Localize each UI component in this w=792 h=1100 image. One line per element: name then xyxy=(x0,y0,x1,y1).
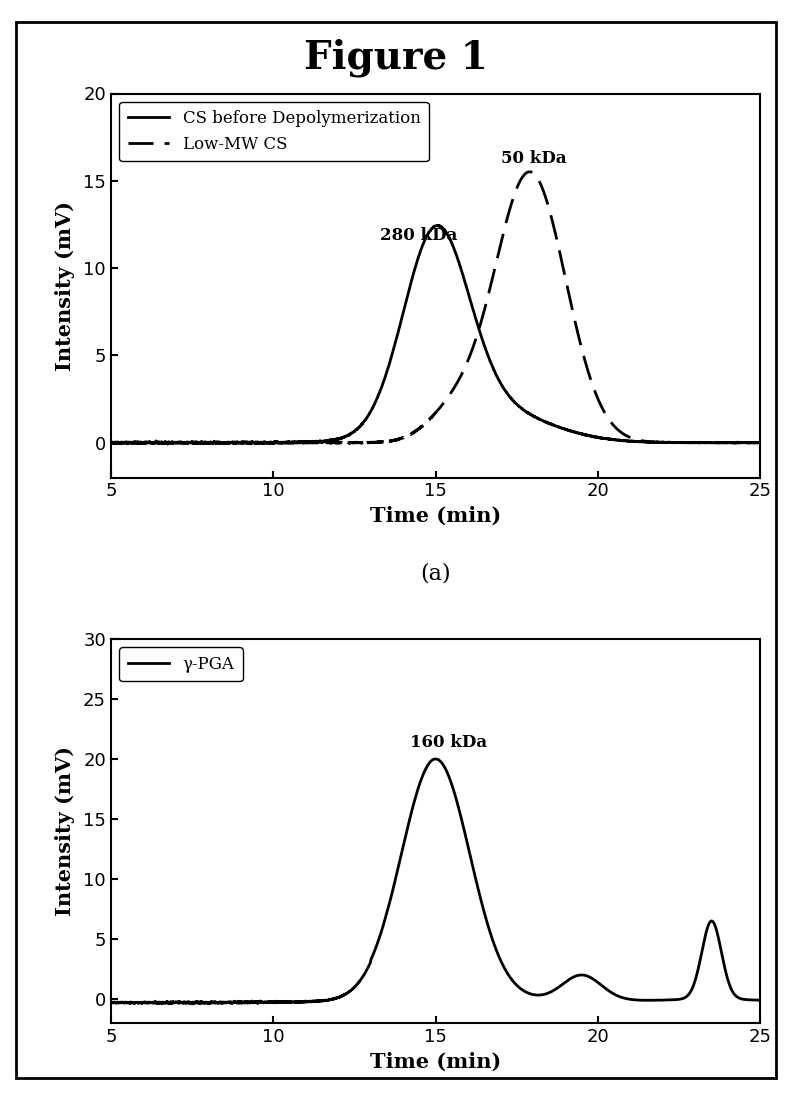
Low-MW CS xyxy=(345,437,355,450)
Text: 280 kDa: 280 kDa xyxy=(380,228,458,244)
γ-PGA xyxy=(383,901,393,914)
CS before Depolymerization xyxy=(433,219,443,232)
Y-axis label: Intensity (mV): Intensity (mV) xyxy=(55,200,74,371)
Y-axis label: Intensity (mV): Intensity (mV) xyxy=(55,746,74,916)
CS before Depolymerization xyxy=(356,420,365,433)
Text: 50 kDa: 50 kDa xyxy=(501,151,566,167)
X-axis label: Time (min): Time (min) xyxy=(370,506,501,526)
Low-MW CS xyxy=(756,436,765,449)
Low-MW CS xyxy=(106,436,116,449)
CS before Depolymerization xyxy=(743,436,752,449)
γ-PGA xyxy=(188,998,197,1011)
CS before Depolymerization xyxy=(163,438,173,451)
CS before Depolymerization xyxy=(219,436,228,449)
Text: (a): (a) xyxy=(421,562,451,584)
CS before Depolymerization xyxy=(383,361,393,374)
Low-MW CS xyxy=(356,436,365,449)
γ-PGA xyxy=(181,996,190,1009)
CS before Depolymerization xyxy=(756,436,765,449)
Low-MW CS xyxy=(181,437,190,450)
γ-PGA xyxy=(431,752,440,766)
γ-PGA xyxy=(673,993,683,1007)
Low-MW CS xyxy=(383,434,393,448)
Line: Low-MW CS: Low-MW CS xyxy=(111,172,760,443)
Low-MW CS xyxy=(219,437,228,450)
γ-PGA xyxy=(106,997,116,1010)
Text: Figure 1: Figure 1 xyxy=(304,39,488,77)
Legend: CS before Depolymerization, Low-MW CS: CS before Depolymerization, Low-MW CS xyxy=(120,102,428,161)
Low-MW CS xyxy=(673,436,683,449)
γ-PGA xyxy=(356,974,365,987)
γ-PGA xyxy=(219,997,228,1010)
γ-PGA xyxy=(743,993,752,1007)
Low-MW CS xyxy=(525,165,535,178)
X-axis label: Time (min): Time (min) xyxy=(370,1052,501,1071)
Line: CS before Depolymerization: CS before Depolymerization xyxy=(111,226,760,444)
Text: 160 kDa: 160 kDa xyxy=(409,734,487,751)
Line: γ-PGA: γ-PGA xyxy=(111,759,760,1004)
CS before Depolymerization xyxy=(106,436,116,449)
Low-MW CS xyxy=(743,436,752,449)
CS before Depolymerization xyxy=(181,437,190,450)
Legend: γ-PGA: γ-PGA xyxy=(120,647,243,681)
CS before Depolymerization xyxy=(673,436,683,449)
γ-PGA xyxy=(756,993,765,1007)
